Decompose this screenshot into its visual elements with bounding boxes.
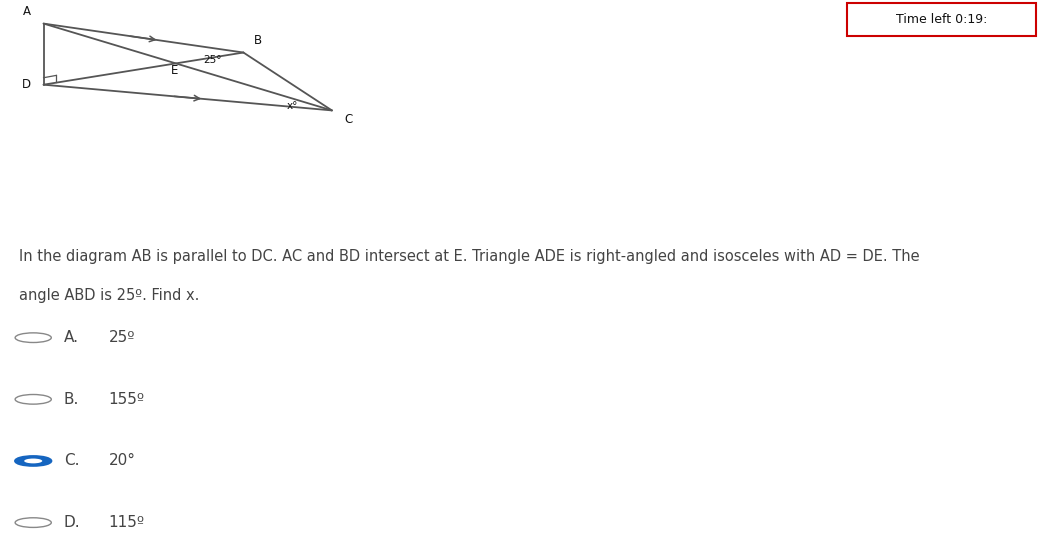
- Text: D: D: [22, 78, 31, 91]
- Text: C.: C.: [63, 453, 79, 468]
- Text: x°: x°: [286, 101, 298, 111]
- Ellipse shape: [16, 394, 51, 404]
- Text: C: C: [345, 113, 353, 126]
- Text: E: E: [171, 64, 179, 77]
- Ellipse shape: [16, 456, 51, 466]
- Text: 155º: 155º: [108, 392, 144, 407]
- Text: 20°: 20°: [108, 453, 135, 468]
- Text: angle ABD is 25º. Find x.: angle ABD is 25º. Find x.: [19, 288, 199, 303]
- Ellipse shape: [16, 518, 51, 527]
- Text: B: B: [254, 34, 262, 47]
- Text: B.: B.: [63, 392, 79, 407]
- Text: A: A: [23, 5, 31, 18]
- Text: A.: A.: [63, 330, 79, 345]
- Text: 25º: 25º: [108, 330, 135, 345]
- Text: In the diagram AB is parallel to DC. AC and BD intersect at E. Triangle ADE is r: In the diagram AB is parallel to DC. AC …: [19, 249, 920, 264]
- Text: 25°: 25°: [203, 55, 222, 65]
- Text: Time left 0:19:: Time left 0:19:: [896, 13, 987, 26]
- Text: D.: D.: [63, 515, 80, 530]
- Ellipse shape: [24, 459, 43, 463]
- Text: 115º: 115º: [108, 515, 144, 530]
- Ellipse shape: [16, 333, 51, 343]
- FancyBboxPatch shape: [847, 3, 1036, 36]
